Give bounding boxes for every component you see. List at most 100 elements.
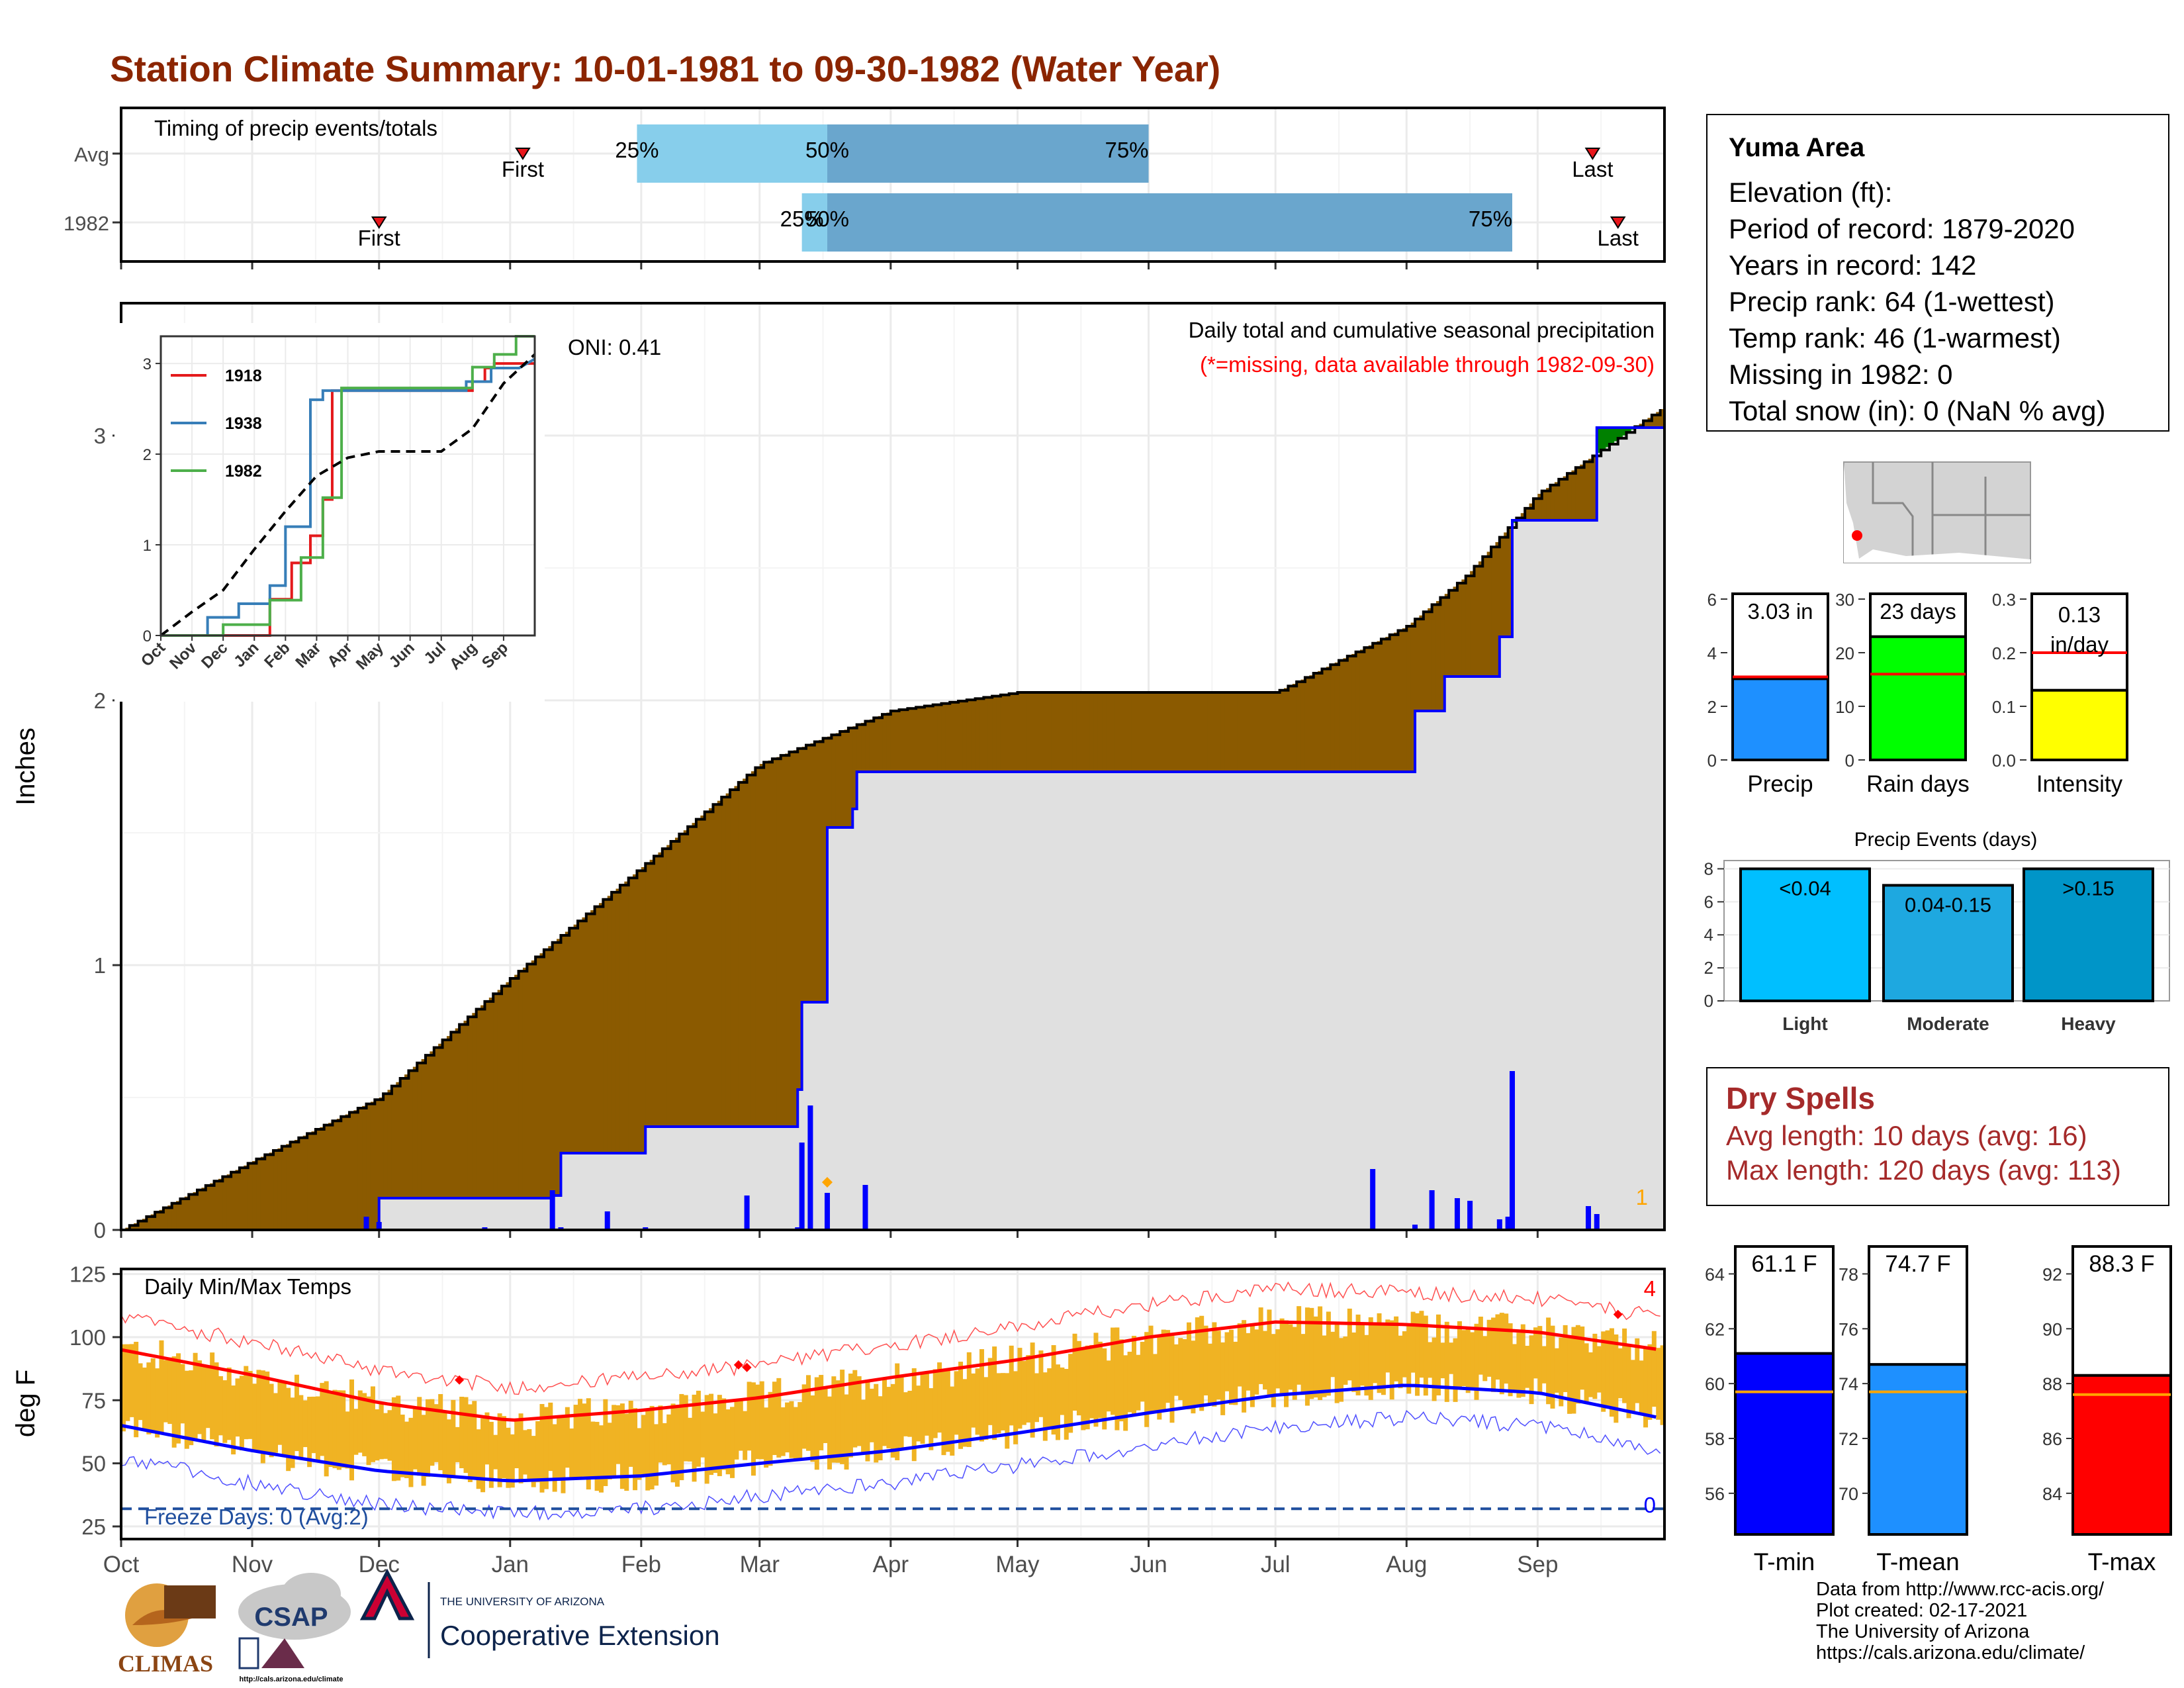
record-high-marker xyxy=(733,1360,743,1370)
daily-temp-range-bar xyxy=(1453,1338,1458,1402)
surplus-area xyxy=(1622,428,1627,436)
deficit-area xyxy=(1377,641,1382,772)
daily-temp-range-bar xyxy=(1440,1342,1445,1379)
daily-temp-range-bar xyxy=(916,1385,921,1442)
deficit-area xyxy=(827,736,833,827)
temp-y-tick-label: 100 xyxy=(69,1325,106,1350)
deficit-area xyxy=(514,974,520,1198)
daily-temp-range-bar xyxy=(375,1409,380,1461)
daily-temp-range-bar xyxy=(1622,1328,1627,1403)
surplus-area xyxy=(1614,428,1619,442)
daily-temp-range-bar xyxy=(1554,1348,1559,1393)
daily-temp-range-bar xyxy=(1592,1333,1598,1399)
daily-temp-range-bar xyxy=(125,1344,130,1421)
daily-temp-range-bar xyxy=(1322,1335,1327,1397)
daily-temp-range-bar xyxy=(983,1377,989,1440)
deficit-area xyxy=(1428,608,1433,711)
precip-rank-text: Precip rank: 64 (1-wettest) xyxy=(1729,286,2055,317)
daily-temp-range-bar xyxy=(231,1385,236,1455)
deficit-area xyxy=(1034,692,1040,772)
daily-temp-range-bar xyxy=(320,1383,325,1456)
deficit-area xyxy=(1656,412,1661,428)
deficit-area xyxy=(730,790,735,1127)
deficit-area xyxy=(856,724,862,772)
daily-temp-range-bar xyxy=(522,1430,527,1475)
deficit-area xyxy=(433,1047,439,1198)
deficit-area xyxy=(404,1074,410,1198)
deficit-area xyxy=(205,1185,210,1230)
summary-bar-label: Rain days xyxy=(1866,771,1970,797)
deficit-area xyxy=(966,700,972,772)
daily-temp-range-bar xyxy=(1495,1314,1500,1380)
daily-temp-range-bar xyxy=(979,1349,984,1442)
inset-y-tick-label: 1 xyxy=(143,537,152,555)
daily-temp-range-bar xyxy=(1334,1321,1340,1403)
daily-temp-range-bar xyxy=(298,1395,304,1460)
temp-summary-y-tick-label: 74 xyxy=(1839,1374,1858,1394)
deficit-area xyxy=(1537,494,1543,520)
temp-summary-value: 88.3 F xyxy=(2089,1251,2154,1277)
daily-temp-range-bar xyxy=(658,1405,663,1463)
daily-temp-range-bar xyxy=(197,1360,202,1434)
deficit-area xyxy=(819,739,824,1002)
daily-temp-range-bar xyxy=(239,1376,244,1451)
deficit-area xyxy=(1220,692,1226,772)
daily-temp-range-bar xyxy=(531,1436,536,1487)
temp-y-tick-label: 75 xyxy=(81,1388,106,1413)
daily-temp-range-bar xyxy=(1097,1341,1103,1419)
deficit-area xyxy=(861,723,866,772)
deficit-area xyxy=(531,960,536,1198)
deficit-area xyxy=(155,1212,160,1230)
daily-temp-range-bar xyxy=(578,1399,583,1479)
deficit-area xyxy=(958,701,964,772)
deficit-area xyxy=(1440,597,1445,711)
daily-temp-range-bar xyxy=(1169,1336,1175,1423)
deficit-area xyxy=(488,998,494,1198)
deficit-area xyxy=(387,1090,392,1198)
daily-temp-range-bar xyxy=(379,1401,384,1460)
deficit-area xyxy=(1026,692,1031,772)
deficit-area xyxy=(1017,692,1023,772)
deficit-area xyxy=(662,849,667,1127)
csap-logo-cloud xyxy=(281,1573,341,1615)
timing-p75-label: 75% xyxy=(1469,207,1512,231)
map-state-border xyxy=(1872,462,1914,563)
daily-temp-range-bar xyxy=(1102,1348,1107,1430)
deficit-area xyxy=(594,906,600,1153)
daily-temp-range-bar xyxy=(649,1405,655,1490)
deficit-area xyxy=(654,856,659,1127)
daily-temp-range-bar xyxy=(1355,1314,1361,1395)
deficit-area xyxy=(349,1112,355,1230)
observed-cumulative-line xyxy=(121,426,1664,1231)
deficit-area xyxy=(265,1154,270,1230)
main-y-tick-label: 2 xyxy=(94,688,106,713)
deficit-area xyxy=(911,708,917,772)
temp-summary-y-tick-label: 84 xyxy=(2042,1484,2062,1504)
deficit-area xyxy=(1495,541,1500,677)
daily-temp-range-bar xyxy=(1263,1331,1268,1390)
daily-temp-range-bar xyxy=(1364,1335,1369,1396)
daily-temp-range-bar xyxy=(1047,1368,1052,1428)
deficit-area xyxy=(1541,491,1547,520)
deficit-area xyxy=(683,830,688,1127)
daily-temp-range-bar xyxy=(674,1405,680,1487)
precip-events-chart: Precip Events (days) <0.04 Light 0.04-0.15 M… xyxy=(1704,829,2170,1034)
deficit-area xyxy=(201,1188,206,1230)
dry-spells-title: Dry Spells xyxy=(1726,1081,1875,1115)
deficit-area xyxy=(320,1127,325,1230)
summary-y-tick-label: 20 xyxy=(1835,643,1854,663)
deficit-area xyxy=(510,978,515,1198)
daily-temp-range-bar xyxy=(755,1384,760,1460)
deficit-area xyxy=(1453,586,1458,677)
precip-event-tag: <0.04 xyxy=(1779,876,1831,900)
temp-y-tick-label: 50 xyxy=(81,1452,106,1476)
daily-temp-range-bar xyxy=(324,1381,329,1477)
daily-temp-range-bar xyxy=(252,1383,257,1450)
deficit-area xyxy=(1297,681,1302,772)
daily-temp-range-bar xyxy=(265,1371,270,1455)
station-location-dot xyxy=(1852,530,1862,541)
daily-temp-range-bar xyxy=(1347,1308,1352,1381)
years-text: Years in record: 142 xyxy=(1729,250,1977,281)
deficit-area xyxy=(218,1178,224,1230)
climas-logo-icon xyxy=(164,1585,216,1618)
